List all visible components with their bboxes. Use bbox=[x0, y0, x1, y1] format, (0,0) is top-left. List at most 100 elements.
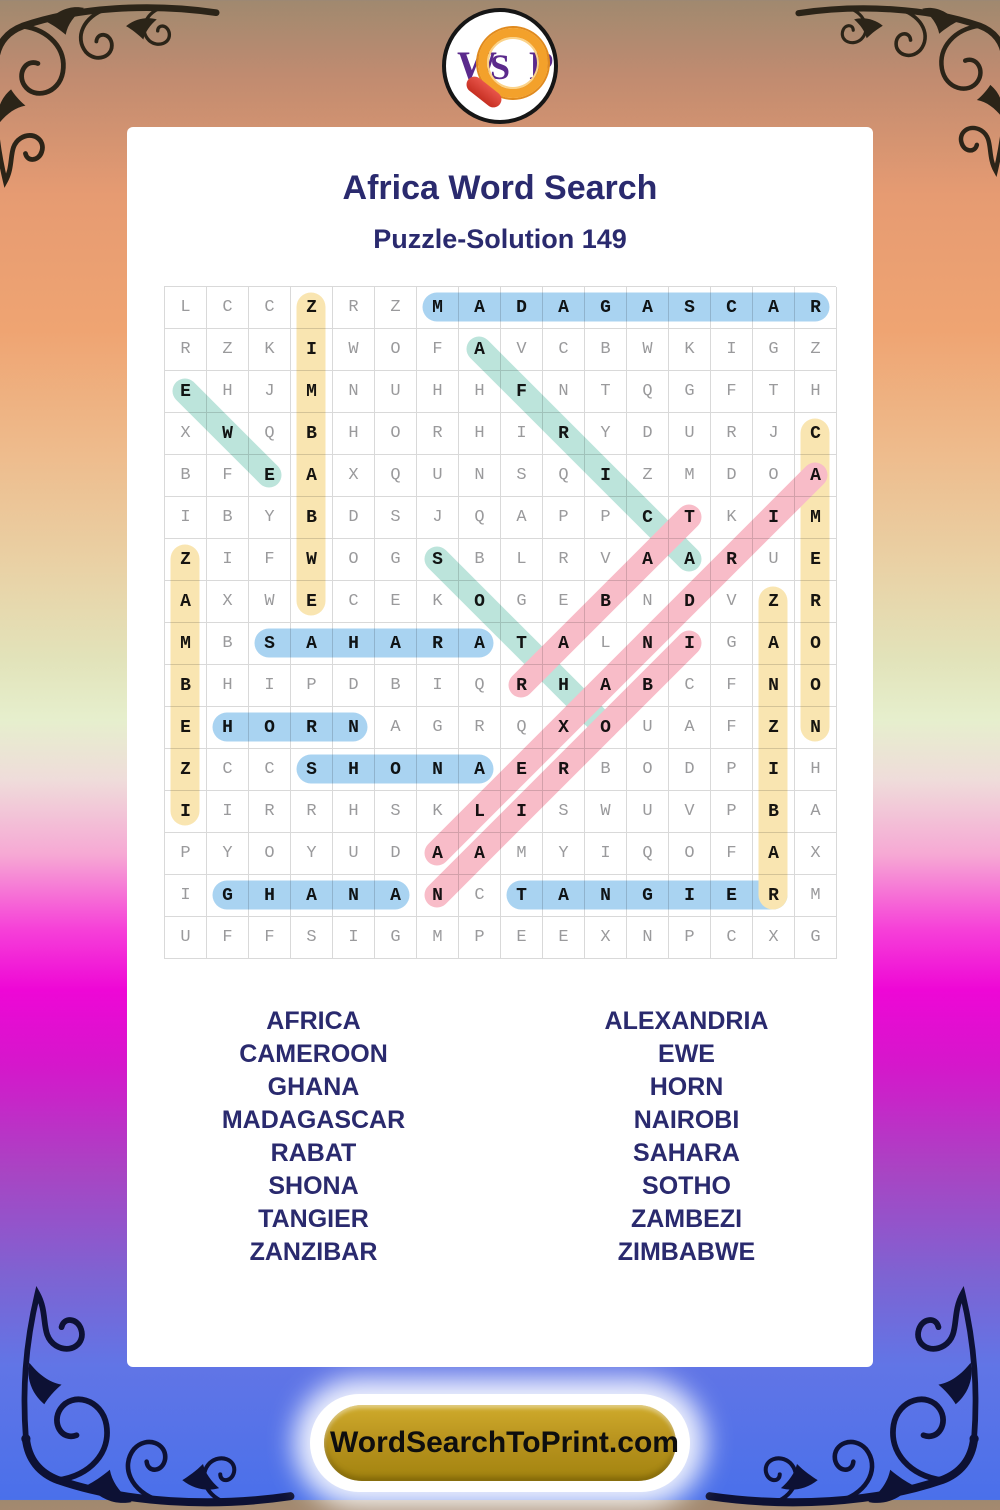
grid-cell: M bbox=[669, 455, 711, 497]
grid-cell: M bbox=[795, 497, 837, 539]
grid-cell: V bbox=[669, 791, 711, 833]
grid-cell: F bbox=[711, 371, 753, 413]
grid-cell: Z bbox=[795, 329, 837, 371]
grid-cell: F bbox=[711, 665, 753, 707]
grid-cell: N bbox=[459, 455, 501, 497]
word-list-item: NAIROBI bbox=[633, 1106, 740, 1134]
grid-cell: D bbox=[333, 497, 375, 539]
grid-cell: S bbox=[669, 287, 711, 329]
grid-cell: N bbox=[333, 707, 375, 749]
grid-cell: V bbox=[501, 329, 543, 371]
grid-cell: N bbox=[585, 875, 627, 917]
grid-cell: A bbox=[459, 287, 501, 329]
word-list-item: ZANZIBAR bbox=[249, 1238, 378, 1266]
website-button[interactable]: WordSearchToPrint.com bbox=[324, 1405, 679, 1481]
word-list-item: TANGIER bbox=[258, 1205, 369, 1233]
grid-cell: I bbox=[501, 791, 543, 833]
grid-cell: S bbox=[375, 497, 417, 539]
grid-cell: C bbox=[333, 581, 375, 623]
grid-cell: R bbox=[795, 287, 837, 329]
grid-cell: G bbox=[417, 707, 459, 749]
grid-cell: A bbox=[795, 791, 837, 833]
grid-cell: R bbox=[543, 539, 585, 581]
grid-cell: E bbox=[795, 539, 837, 581]
grid-cell: S bbox=[249, 623, 291, 665]
grid-cell: I bbox=[753, 497, 795, 539]
grid-cell: R bbox=[543, 749, 585, 791]
grid-cell: U bbox=[165, 917, 207, 959]
grid-cell: C bbox=[669, 665, 711, 707]
grid-cell: D bbox=[501, 287, 543, 329]
grid-cell: E bbox=[543, 581, 585, 623]
grid-cell: Y bbox=[249, 497, 291, 539]
grid-cell: A bbox=[753, 287, 795, 329]
grid-cell: D bbox=[333, 665, 375, 707]
grid-cell: Z bbox=[165, 749, 207, 791]
grid-cell: T bbox=[501, 875, 543, 917]
grid-cell: A bbox=[543, 875, 585, 917]
grid-cell: B bbox=[207, 623, 249, 665]
grid-cell: C bbox=[795, 413, 837, 455]
grid-cell: F bbox=[501, 371, 543, 413]
grid-cell: C bbox=[249, 749, 291, 791]
grid-cell: N bbox=[417, 749, 459, 791]
grid-cell: P bbox=[459, 917, 501, 959]
grid-cell: M bbox=[417, 917, 459, 959]
grid-cell: P bbox=[165, 833, 207, 875]
word-list-item: SHONA bbox=[268, 1172, 359, 1200]
grid-cell: X bbox=[207, 581, 249, 623]
grid-cell: F bbox=[711, 707, 753, 749]
grid-cell: D bbox=[669, 581, 711, 623]
grid-cell: I bbox=[165, 875, 207, 917]
word-list-item: AFRICA bbox=[266, 1007, 361, 1035]
grid-cell: B bbox=[375, 665, 417, 707]
grid-cell: A bbox=[585, 665, 627, 707]
grid-cell: I bbox=[249, 665, 291, 707]
grid-cell: W bbox=[207, 413, 249, 455]
grid-cell: B bbox=[165, 665, 207, 707]
grid-cell: E bbox=[249, 455, 291, 497]
grid-cell: S bbox=[291, 749, 333, 791]
word-list-item: EWE bbox=[658, 1040, 715, 1068]
grid-cell: M bbox=[795, 875, 837, 917]
grid-cell: F bbox=[207, 917, 249, 959]
grid-cell: A bbox=[627, 287, 669, 329]
grid-cell: M bbox=[417, 287, 459, 329]
grid-cell: I bbox=[207, 791, 249, 833]
grid-cell: S bbox=[543, 791, 585, 833]
grid-cell: Q bbox=[627, 371, 669, 413]
grid-cell: A bbox=[627, 539, 669, 581]
grid-cell: N bbox=[627, 581, 669, 623]
grid-cell: E bbox=[711, 875, 753, 917]
grid-cell: C bbox=[459, 875, 501, 917]
grid-cell: S bbox=[291, 917, 333, 959]
grid-cell: V bbox=[585, 539, 627, 581]
grid-cell: G bbox=[669, 371, 711, 413]
grid-cell: I bbox=[669, 875, 711, 917]
grid-cell: I bbox=[333, 917, 375, 959]
grid-cell: O bbox=[459, 581, 501, 623]
word-list-item: HORN bbox=[649, 1073, 724, 1101]
footer-button-glow: WordSearchToPrint.com bbox=[310, 1394, 690, 1492]
grid-cell: C bbox=[627, 497, 669, 539]
grid-cell: Y bbox=[585, 413, 627, 455]
grid-cell: A bbox=[543, 623, 585, 665]
grid-cell: J bbox=[417, 497, 459, 539]
grid-cell: O bbox=[375, 329, 417, 371]
grid-cell: A bbox=[543, 287, 585, 329]
grid-cell: X bbox=[165, 413, 207, 455]
grid-cell: G bbox=[753, 329, 795, 371]
page-title: Africa Word Search bbox=[342, 169, 658, 207]
grid-cell: O bbox=[249, 833, 291, 875]
grid-cell: D bbox=[711, 455, 753, 497]
grid-cell: Q bbox=[501, 707, 543, 749]
grid-cell: Z bbox=[753, 581, 795, 623]
grid-cell: A bbox=[753, 623, 795, 665]
grid-cell: B bbox=[627, 665, 669, 707]
grid-cell: R bbox=[711, 413, 753, 455]
grid-cell: T bbox=[501, 623, 543, 665]
grid-cell: U bbox=[669, 413, 711, 455]
grid-cell: A bbox=[375, 623, 417, 665]
grid-cell: R bbox=[753, 875, 795, 917]
grid-cell: C bbox=[207, 749, 249, 791]
